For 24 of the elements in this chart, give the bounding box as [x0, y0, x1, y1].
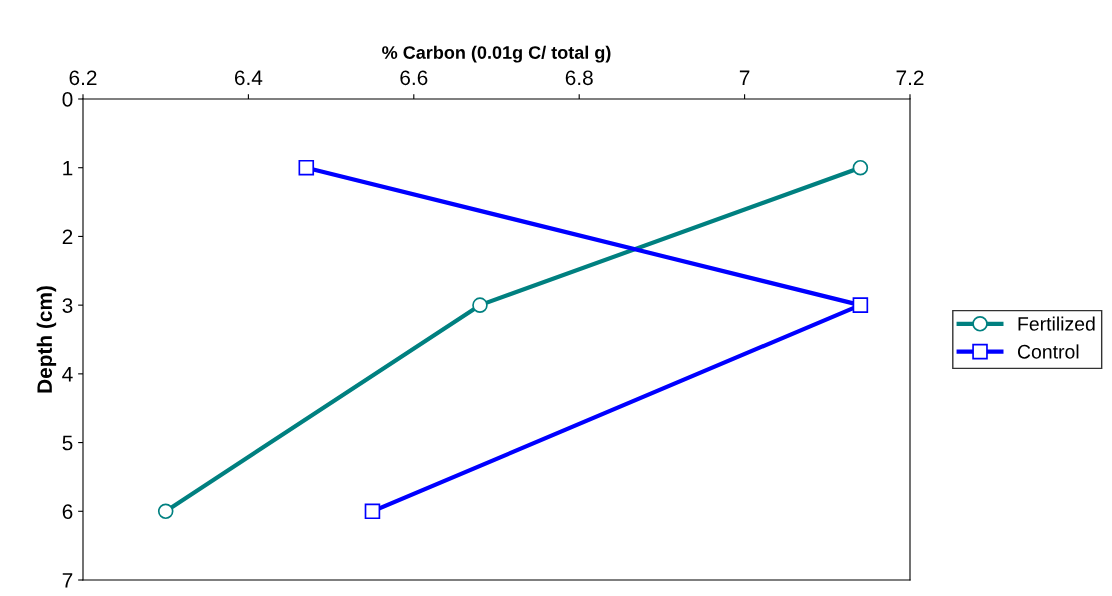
- y-tick-label: 7: [62, 573, 73, 588]
- legend-label: Fertilized: [1018, 316, 1095, 331]
- x-tick-label: 6.2: [69, 70, 97, 86]
- y-axis-title: Depth (cm): [36, 286, 57, 393]
- point: [472, 297, 488, 313]
- y-tick-label: 4: [62, 367, 73, 382]
- y-tick-label: 1: [63, 160, 73, 176]
- x-axis-title: % Carbon (0.01g C/ total g): [382, 45, 611, 63]
- x-tick-label: 6.4: [234, 70, 263, 86]
- y-tick-label: 0: [62, 92, 73, 107]
- point: [364, 503, 381, 520]
- y-tick-label: 3: [62, 298, 73, 313]
- point: [852, 297, 869, 313]
- y-tick-label: 5: [62, 435, 73, 451]
- x-tick-label: 6.8: [565, 70, 593, 86]
- x-tick-label: 7: [739, 70, 750, 85]
- point: [852, 159, 869, 176]
- x-tick-label: 7.2: [896, 70, 924, 85]
- point: [157, 503, 174, 520]
- legend-label: Control: [1017, 344, 1079, 359]
- x-tick-label: 6.6: [400, 70, 428, 86]
- y-tick-label: 2: [62, 229, 73, 244]
- point: [298, 159, 315, 176]
- y-tick-label: 6: [62, 504, 73, 520]
